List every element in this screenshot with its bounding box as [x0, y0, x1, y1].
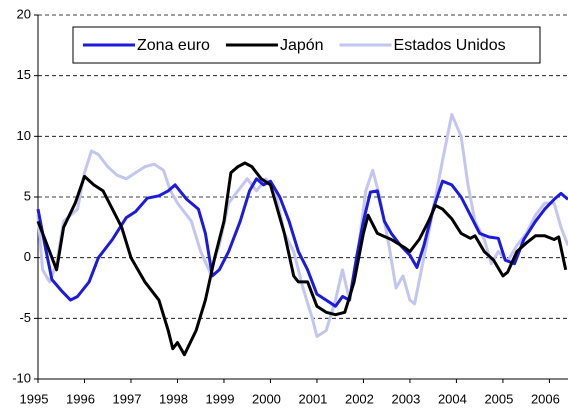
x-tick-label: 2001 — [298, 391, 327, 406]
legend-label: Estados Unidos — [394, 37, 506, 54]
y-tick-label: 20 — [17, 6, 31, 21]
x-tick-label: 2006 — [531, 391, 560, 406]
legend-box — [72, 26, 541, 64]
y-tick-label: 10 — [17, 128, 31, 143]
x-tick-label: 2003 — [391, 391, 420, 406]
x-tick-label: 1999 — [206, 391, 235, 406]
x-tick-label: 2000 — [252, 391, 281, 406]
x-tick-label: 2005 — [484, 391, 513, 406]
y-tick-label: 0 — [24, 249, 31, 264]
series-line — [36, 177, 568, 308]
y-tick-label: 5 — [24, 188, 31, 203]
x-tick-label: 2004 — [438, 391, 467, 406]
x-tick-label: 1998 — [159, 391, 188, 406]
x-tick-label: 1995 — [20, 391, 49, 406]
x-tick-label: 2002 — [345, 391, 374, 406]
legend: Zona euro Japón Estados Unidos — [72, 26, 541, 64]
legend-label: Zona euro — [137, 37, 210, 54]
y-tick-label: -5 — [19, 310, 31, 325]
series-line — [36, 161, 568, 357]
x-tick-label: 1996 — [66, 391, 95, 406]
series-line — [36, 113, 568, 338]
y-tick-label: 15 — [17, 67, 31, 82]
x-tick-label: 1997 — [113, 391, 142, 406]
y-tick-label: -10 — [12, 370, 31, 385]
legend-label: Japón — [280, 37, 324, 54]
